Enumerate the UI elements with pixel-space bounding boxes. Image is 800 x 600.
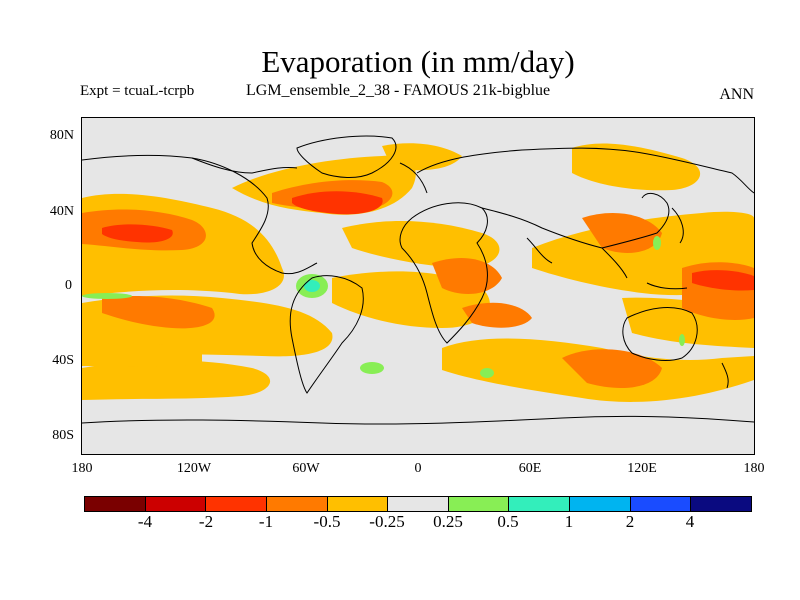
lon-tick-120e: 120E [627, 461, 657, 476]
lon-tick-120w: 120W [176, 461, 212, 476]
coastlines [82, 135, 754, 425]
season-label: ANN [719, 86, 754, 103]
lat-tick-40n: 40N [49, 204, 74, 219]
map-panel [82, 118, 754, 454]
colorbar-segment [630, 497, 692, 511]
colorbar-label: -4 [137, 512, 153, 531]
lat-tick-80s: 80S [52, 428, 74, 443]
colorbar [84, 496, 752, 512]
colorbar-label: 0.5 [497, 512, 519, 531]
colorbar-segment [206, 497, 267, 511]
lat-tick-80n: 80N [49, 128, 74, 143]
lat-tick-40s: 40S [52, 353, 74, 368]
colorbar-label: -1 [258, 512, 274, 531]
lat-tick-equator: 0 [65, 278, 72, 293]
colorbar-segment [388, 497, 449, 511]
lon-tick-60e: 60E [518, 461, 542, 476]
field-red [102, 191, 754, 291]
plot-title: Evaporation (in mm/day) [261, 44, 575, 79]
colorbar-segment [145, 497, 207, 511]
colorbar-label: -0.5 [313, 512, 341, 531]
colorbar-label: 2 [625, 512, 635, 531]
colorbar-segment [85, 497, 146, 511]
colorbar-segment [448, 497, 510, 511]
lon-tick-180w: 180 [71, 461, 93, 476]
colorbar-label: -0.25 [369, 512, 405, 531]
field-positive [82, 236, 685, 378]
evaporation-field [82, 135, 754, 425]
colorbar-label: 0.25 [433, 512, 463, 531]
colorbar-label: 4 [685, 512, 695, 531]
lon-tick-60w: 60W [292, 461, 320, 476]
colorbar-label: -2 [198, 512, 214, 531]
map-frame [81, 117, 755, 455]
colorbar-segment [327, 497, 389, 511]
lon-tick-180e: 180 [743, 461, 765, 476]
colorbar-segment [266, 497, 328, 511]
colorbar-segment [691, 497, 752, 511]
lon-tick-0: 0 [414, 461, 422, 476]
run-name-label: LGM_ensemble_2_38 - FAMOUS 21k-bigblue [246, 82, 551, 99]
colorbar-label: 1 [564, 512, 574, 531]
experiment-label: Expt = tcuaL-tcrpb [80, 83, 195, 99]
colorbar-segment [509, 497, 571, 511]
colorbar-segment [570, 497, 631, 511]
